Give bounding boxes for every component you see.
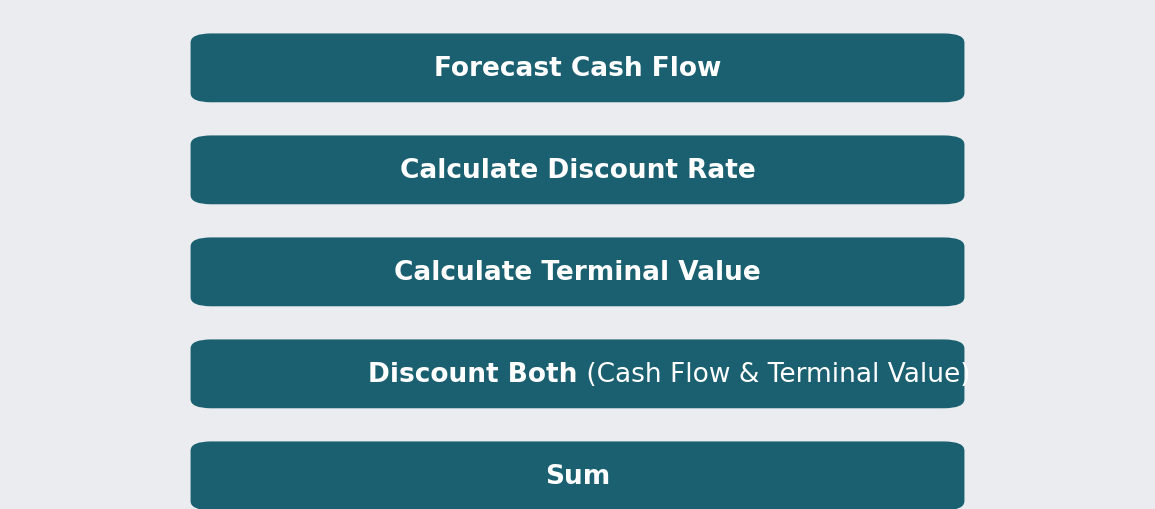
Text: Calculate Discount Rate: Calculate Discount Rate xyxy=(400,158,755,183)
FancyBboxPatch shape xyxy=(191,34,964,103)
FancyBboxPatch shape xyxy=(191,136,964,205)
Text: Sum: Sum xyxy=(545,463,610,489)
FancyBboxPatch shape xyxy=(191,340,964,408)
FancyBboxPatch shape xyxy=(191,441,964,509)
Text: Discount Both: Discount Both xyxy=(368,361,578,387)
Text: (Cash Flow & Terminal Value): (Cash Flow & Terminal Value) xyxy=(578,361,970,387)
FancyBboxPatch shape xyxy=(191,238,964,306)
Text: Calculate Terminal Value: Calculate Terminal Value xyxy=(394,260,761,285)
Text: Forecast Cash Flow: Forecast Cash Flow xyxy=(434,56,721,81)
